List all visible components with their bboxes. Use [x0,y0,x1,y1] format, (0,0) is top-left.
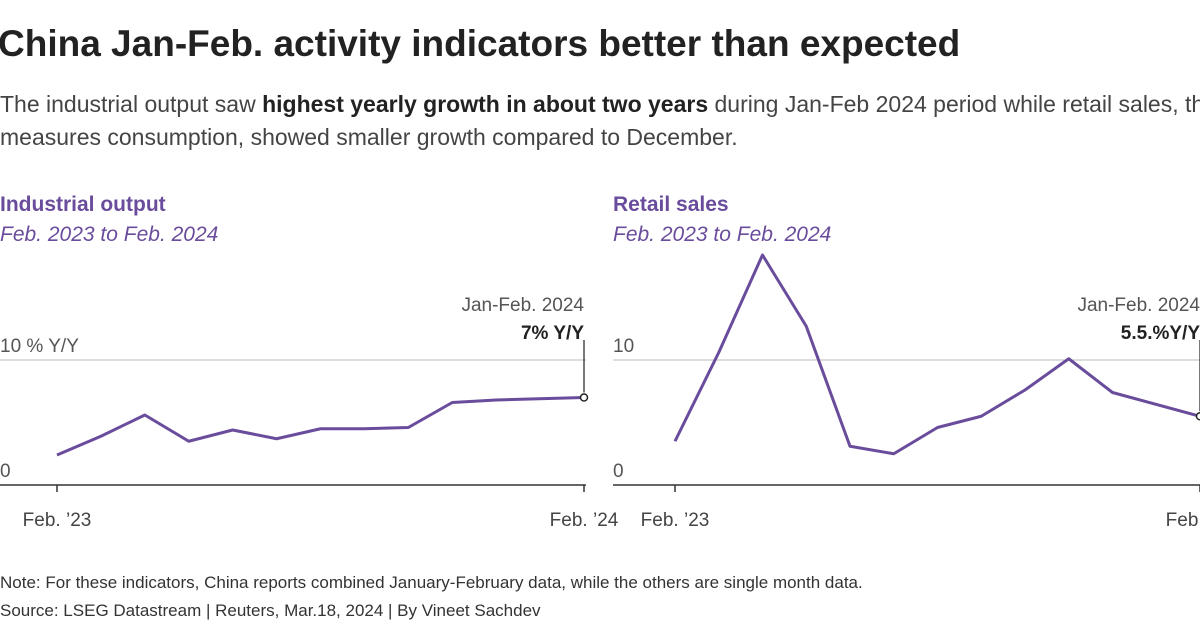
y-tick-label: 10 % Y/Y [0,336,79,357]
y-tick-label: 0 [0,461,11,482]
annotation-marker [579,393,589,402]
value-label: 5.5.%Y/Y [1121,323,1200,344]
value-label: 7% Y/Y [521,323,584,344]
x-tick-label: Feb. ’23 [23,510,92,531]
source: Source: LSEG Datastream | Reuters, Mar.1… [0,601,541,620]
x-tick-label: Feb. ’24 [550,510,619,531]
data-line [673,253,1200,456]
x-tick-label: Feb. ’23 [641,510,710,531]
chart-title: Industrial output [0,193,166,216]
y-tick-label: 10 [613,336,634,357]
x-tick-label: Feb. ’24 [1166,510,1200,531]
subtitle-bold: highest yearly growth in about two years [262,91,709,117]
chart-subtitle: Feb. 2023 to Feb. 2024 [0,223,218,246]
data-line [56,396,585,457]
annotation-label: Jan-Feb. 2024 [461,295,584,316]
chart-subtitle: Feb. 2023 to Feb. 2024 [613,223,831,246]
page-title: China Jan-Feb. activity indicators bette… [0,23,960,64]
subtitle-part: during Jan-Feb 2024 period while retail … [0,91,1200,150]
chart-title: Retail sales [613,193,729,216]
annotation-label: Jan-Feb. 2024 [1077,295,1200,316]
y-tick-label: 0 [613,461,624,482]
note: Note: For these indicators, China report… [0,573,863,592]
subtitle: The industrial output saw highest yearly… [0,88,1200,154]
annotation-marker [1195,412,1200,421]
subtitle-part: The industrial output saw [0,91,263,117]
